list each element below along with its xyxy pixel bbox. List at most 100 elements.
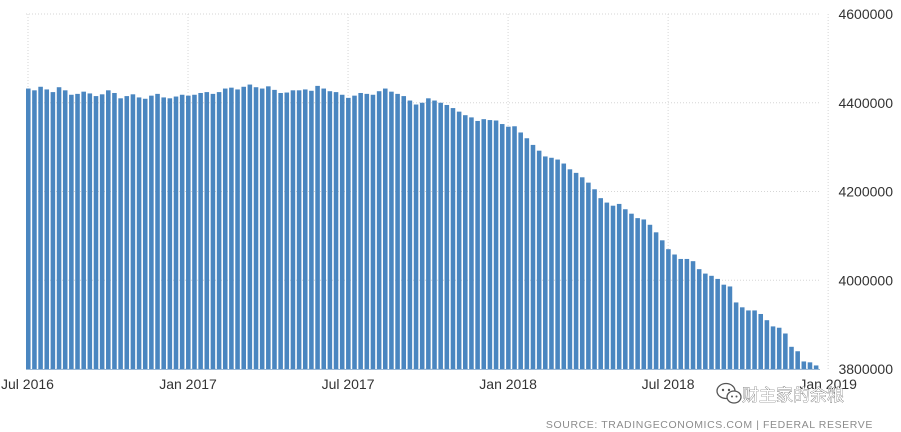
watermark-text: 财主家的余粮	[742, 386, 844, 406]
x-tick-label: Jan 2018	[479, 376, 537, 392]
bar	[493, 120, 499, 369]
y-tick-label: 4600000	[838, 6, 893, 22]
bar	[401, 96, 407, 369]
bar	[813, 365, 819, 369]
bar	[739, 307, 745, 369]
bar	[333, 92, 339, 369]
bar	[210, 93, 216, 370]
bar	[752, 310, 757, 369]
bar	[789, 346, 794, 369]
bar	[44, 89, 50, 369]
bar	[678, 258, 683, 369]
bar	[573, 172, 579, 369]
y-tick-label: 4200000	[838, 184, 893, 200]
x-tick-label: Jan 2017	[159, 376, 217, 392]
bar	[684, 258, 690, 369]
bar	[198, 92, 203, 370]
bar	[161, 97, 166, 370]
bar	[136, 97, 142, 370]
bar	[555, 159, 560, 369]
bar	[69, 94, 74, 369]
bar	[130, 94, 136, 369]
bar	[118, 98, 123, 369]
bar	[426, 98, 431, 369]
bar	[530, 144, 536, 369]
bar	[272, 89, 277, 369]
bar	[192, 94, 197, 369]
bar	[81, 91, 86, 369]
bar	[112, 92, 117, 370]
bar	[155, 93, 160, 370]
bar	[296, 90, 302, 369]
bar	[450, 108, 456, 369]
bar	[690, 261, 696, 369]
bar	[536, 150, 542, 369]
bar	[549, 157, 554, 369]
bar	[278, 92, 283, 370]
y-axis-ticks: 4600000 4400000 4200000 4000000 3800000	[838, 6, 893, 377]
bar	[629, 213, 634, 369]
bar	[32, 90, 37, 369]
wechat-icon	[716, 382, 742, 404]
watermark: 财主家的余粮	[716, 382, 844, 406]
bar	[463, 115, 468, 370]
bar	[50, 92, 56, 369]
bar	[604, 202, 610, 369]
bars	[26, 84, 820, 370]
bar	[204, 92, 210, 369]
bar	[518, 132, 523, 369]
bar	[346, 97, 351, 370]
bar	[776, 327, 782, 369]
x-tick-label: Jan 2019	[799, 376, 857, 392]
bar	[672, 254, 677, 369]
bar	[764, 320, 770, 369]
y-tick-label: 3800000	[838, 361, 893, 377]
bar	[598, 198, 603, 369]
bar	[659, 240, 665, 369]
bar	[266, 86, 271, 369]
bar	[616, 203, 622, 369]
bar	[727, 286, 733, 369]
bar	[376, 91, 382, 370]
bar	[721, 284, 727, 369]
bar	[149, 95, 154, 370]
bar	[635, 218, 640, 370]
bar	[26, 88, 31, 370]
bar	[235, 89, 240, 369]
bar	[173, 96, 179, 369]
bar	[469, 117, 474, 369]
bar	[290, 90, 296, 369]
bar	[179, 94, 185, 369]
bar	[623, 209, 628, 369]
bar	[259, 88, 265, 370]
bar	[247, 84, 253, 369]
bar	[222, 88, 228, 370]
bar	[339, 94, 345, 369]
bar	[641, 219, 647, 369]
bar	[358, 92, 363, 370]
bar	[186, 95, 191, 370]
bar	[106, 90, 111, 369]
bar	[499, 124, 505, 369]
bar	[783, 333, 788, 369]
bar	[715, 278, 720, 369]
bar	[481, 119, 487, 369]
bar	[87, 93, 93, 370]
bar	[253, 87, 259, 369]
bar	[56, 87, 62, 369]
x-axis-ticks: Jul 2016 Jan 2017 Jul 2017 Jan 2018 Jul 2018…	[1, 376, 857, 392]
bar	[703, 273, 708, 369]
bar	[142, 98, 148, 369]
bar	[592, 189, 597, 369]
bar	[229, 87, 234, 369]
bar	[770, 326, 776, 369]
bar	[807, 362, 813, 369]
bar	[512, 126, 517, 370]
bar	[302, 89, 308, 369]
bar	[321, 88, 326, 370]
bar	[524, 138, 530, 369]
bar	[62, 90, 68, 369]
bar	[647, 224, 653, 369]
bar	[506, 126, 511, 370]
